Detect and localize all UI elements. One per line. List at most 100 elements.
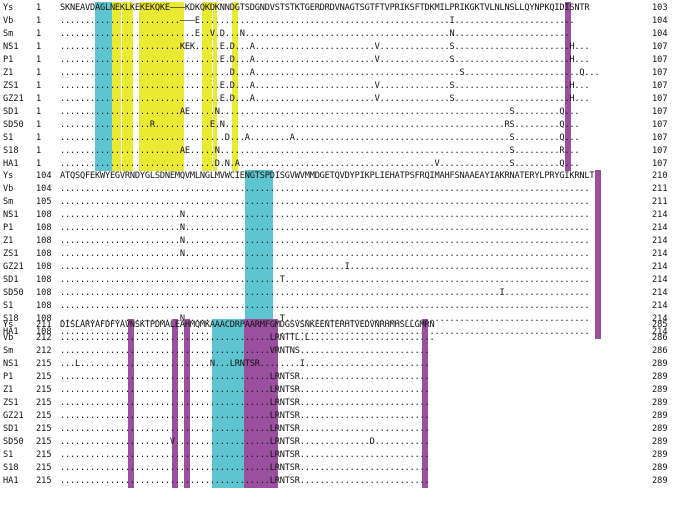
start-position: 108 (36, 275, 52, 285)
start-position: 1 (36, 29, 42, 39)
alignment-row: P1 1 ................................E.D..… (0, 54, 685, 67)
sequence-label: S1 (3, 133, 14, 143)
alignment-row: GZ21 108.................................… (0, 261, 685, 274)
sequence-text: ........................N...............… (60, 249, 590, 259)
sequence-label: GZ21 (3, 262, 24, 272)
sequence-label: SD1 (3, 275, 19, 285)
sequence-label: P1 (3, 223, 14, 233)
alignment-row: P1 108 ........................N..........… (0, 222, 685, 235)
sequence-label: Z1 (3, 385, 14, 395)
sequence-label: NS1 (3, 42, 19, 52)
start-position: 1 (36, 133, 42, 143)
end-position: 107 (652, 120, 668, 130)
end-position: 211 (652, 184, 668, 194)
sequence-label: SD50 (3, 120, 24, 130)
sequence-text: ................................E.D...A.… (60, 55, 590, 65)
purple-conserved-region (172, 319, 178, 488)
end-position: 214 (652, 262, 668, 272)
alignment-row: HA1 108..................................… (0, 326, 685, 339)
end-position: 289 (652, 450, 668, 460)
start-position: 1 (36, 120, 42, 130)
start-position: 104 (36, 184, 52, 194)
alignment-row: Vb 212...................................… (0, 332, 685, 345)
alignment-row: S1 215...................................… (0, 449, 685, 462)
start-position: 104 (36, 171, 52, 181)
start-position: 215 (36, 450, 52, 460)
sequence-label: Vb (3, 333, 14, 343)
alignment-row: Sm 212...................................… (0, 345, 685, 358)
sequence-label: Ys (3, 320, 14, 330)
sequence-text: ........................................… (60, 333, 435, 343)
purple-conserved-region (595, 170, 601, 339)
sequence-text: ........................N...............… (60, 210, 590, 220)
start-position: 1 (36, 159, 42, 169)
sequence-text: ........................................… (60, 411, 430, 421)
end-position: 289 (652, 385, 668, 395)
start-position: 212 (36, 346, 52, 356)
sequence-text: ........................................… (60, 184, 590, 194)
sequence-label: ZS1 (3, 398, 19, 408)
sequence-text: ..................................D...A.… (60, 68, 600, 78)
sequence-label: SD50 (3, 437, 24, 447)
sequence-text: .................................D...A..… (60, 133, 580, 143)
alignment-row: GZ21 1 ................................E.D… (0, 93, 685, 106)
sequence-text: ........................................… (60, 262, 590, 272)
start-position: 215 (36, 437, 52, 447)
end-position: 289 (652, 372, 668, 382)
end-position: 286 (652, 333, 668, 343)
alignment-row: SD1 108..................................… (0, 274, 685, 287)
alignment-row: Ys 1 SKNEAVDAGLNEKLKEKEKQKE———KDKQKDKNNDGT… (0, 2, 685, 15)
yellow-conserved-region (139, 2, 184, 171)
end-position: 214 (652, 275, 668, 285)
start-position: 108 (36, 236, 52, 246)
start-position: 212 (36, 333, 52, 343)
start-position: 108 (36, 210, 52, 220)
sequence-label: HA1 (3, 159, 19, 169)
sequence-text: ........................................… (60, 476, 430, 486)
sequence-text: ...............................D.N.A....… (60, 159, 580, 169)
start-position: 1 (36, 146, 42, 156)
sequence-label: S18 (3, 314, 19, 324)
alignment-row: Z1 108 ........................N..........… (0, 235, 685, 248)
sequence-label: GZ21 (3, 94, 24, 104)
purple-conserved-region (422, 319, 428, 488)
alignment-row: ZS1 108 ........................N.........… (0, 248, 685, 261)
sequence-label: HA1 (3, 327, 19, 337)
end-position: 289 (652, 411, 668, 421)
end-position: 214 (652, 314, 668, 324)
cyan-conserved-region (95, 2, 112, 171)
sequence-text: ..................R...........E.N.......… (60, 120, 580, 130)
start-position: 1 (36, 3, 42, 13)
alignment-row: S18 215..................................… (0, 462, 685, 475)
start-position: 211 (36, 320, 52, 330)
sequence-label: ZS1 (3, 249, 19, 259)
sequence-label: HA1 (3, 476, 19, 486)
end-position: 104 (652, 16, 668, 26)
sequence-label: SD50 (3, 288, 24, 298)
sequence-label: S1 (3, 301, 14, 311)
end-position: 107 (652, 133, 668, 143)
sequence-label: P1 (3, 372, 14, 382)
end-position: 107 (652, 55, 668, 65)
alignment-row: NS1 215 ...L..........................N...… (0, 358, 685, 371)
sequence-text: ......................V.................… (60, 437, 430, 447)
alignment-row: Ys 104 ATQSQFEKWYEGVRNDYGLSDNEMQVMLNGLMVWC… (0, 170, 685, 183)
sequence-text: ........................———E............… (60, 16, 575, 26)
start-position: 1 (36, 55, 42, 65)
purple-conserved-region (184, 319, 190, 488)
start-position: 108 (36, 301, 52, 311)
end-position: 107 (652, 107, 668, 117)
yellow-conserved-region (122, 2, 133, 171)
alignment-row: NS1 1 ........................KEK.....E.D.… (0, 41, 685, 54)
end-position: 211 (652, 197, 668, 207)
sequence-label: Sm (3, 346, 14, 356)
start-position: 108 (36, 249, 52, 259)
alignment-row: ZS1 1 ................................E.D.… (0, 80, 685, 93)
sequence-text: ........................................… (60, 450, 430, 460)
end-position: 214 (652, 249, 668, 259)
sequence-label: Vb (3, 184, 14, 194)
alignment-row: GZ21 215.................................… (0, 410, 685, 423)
sequence-label: Ys (3, 171, 14, 181)
alignment-row: HA1 1 ...............................D.N.A… (0, 158, 685, 171)
